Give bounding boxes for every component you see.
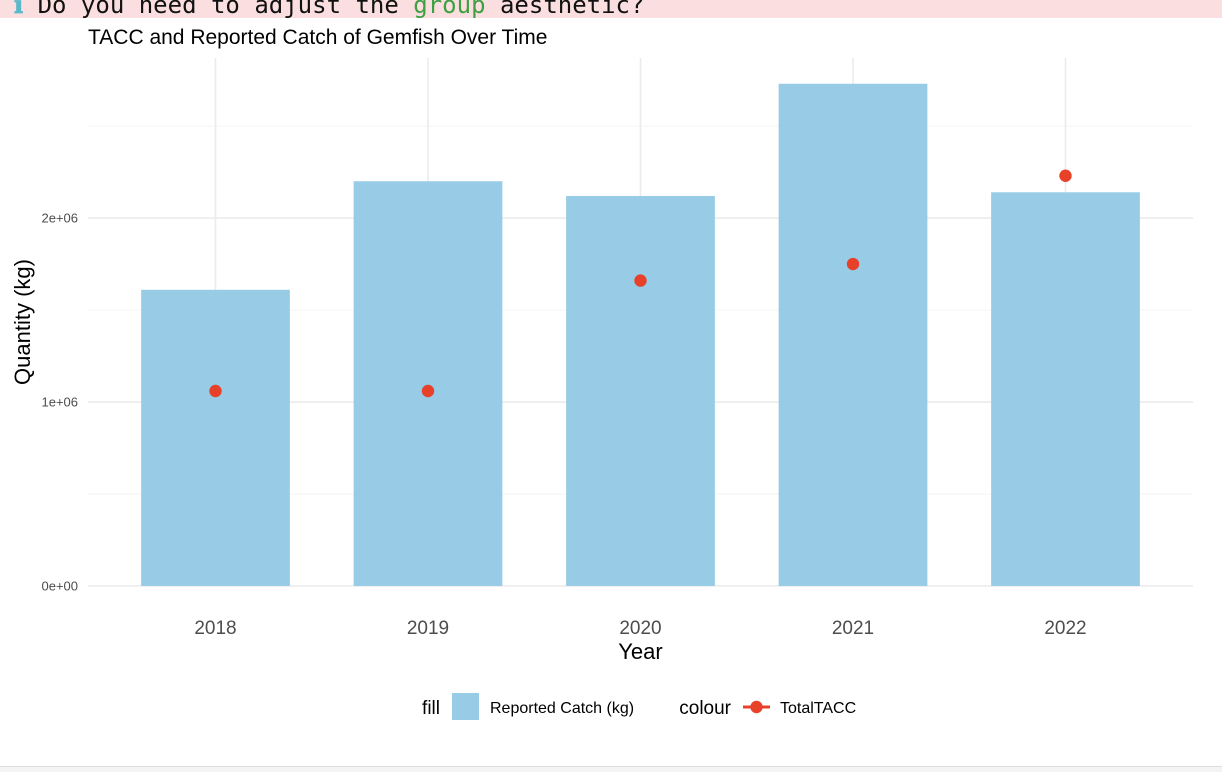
y-axis-title: Quantity (kg) <box>10 259 35 385</box>
info-icon: ℹ <box>14 0 24 18</box>
console-message: ℹ Do you need to adjust the group aesthe… <box>14 0 644 18</box>
legend-colour-label: TotalTACC <box>780 700 856 717</box>
point-2022 <box>1059 169 1072 182</box>
legend-colour-title: colour <box>679 698 731 719</box>
y-tick-label: 1e+06 <box>41 395 78 410</box>
legend-fill-label: Reported Catch (kg) <box>490 700 634 717</box>
point-2021 <box>846 257 860 271</box>
bar-2022 <box>991 192 1140 586</box>
legend-fill-key <box>452 693 479 720</box>
bar-2019 <box>353 181 503 586</box>
point-2020 <box>634 274 647 287</box>
legend-fill-title: fill <box>422 698 440 719</box>
y-tick-label: 0e+00 <box>41 579 78 594</box>
message-suffix: aesthetic? <box>485 0 645 18</box>
bar-2020 <box>566 195 715 586</box>
x-axis-title: Year <box>618 639 662 664</box>
bar-2021 <box>778 83 928 586</box>
x-tick-label: 2022 <box>1044 618 1086 639</box>
console-message-bar: ℹ Do you need to adjust the group aesthe… <box>0 0 1222 18</box>
message-prefix: Do you need to adjust the <box>37 0 414 18</box>
x-tick-label: 2018 <box>194 618 236 639</box>
bottom-divider <box>0 766 1222 772</box>
chart-title: TACC and Reported Catch of Gemfish Over … <box>88 26 547 49</box>
x-tick-label: 2019 <box>407 618 449 639</box>
x-tick-label: 2020 <box>619 618 661 639</box>
legend-colour-key-point <box>750 700 763 714</box>
point-2019 <box>421 384 435 398</box>
x-tick-label: 2021 <box>832 618 874 639</box>
point-2018 <box>209 384 222 398</box>
y-tick-label: 2e+06 <box>41 211 78 226</box>
message-code: group <box>413 0 486 18</box>
bar-2018 <box>141 289 290 586</box>
